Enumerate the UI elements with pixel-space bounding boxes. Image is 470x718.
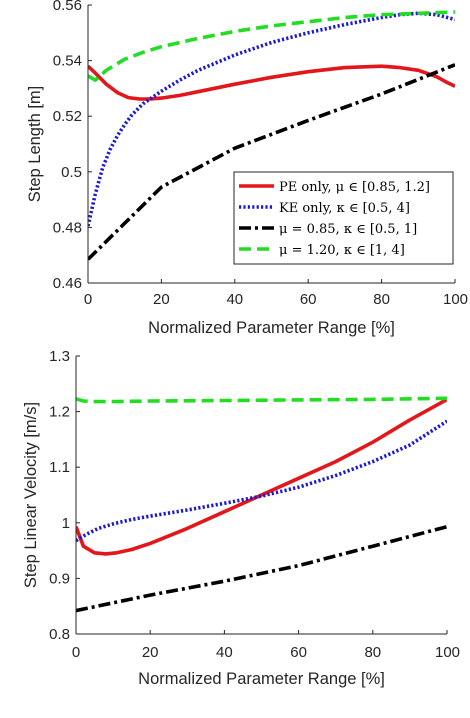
y-tick-label: 0.54	[53, 53, 82, 70]
x-tick-label: 0	[72, 644, 80, 661]
x-tick-label: 80	[364, 644, 381, 661]
y-tick-label: 0.5	[61, 164, 82, 181]
x-tick-label: 0	[84, 291, 92, 308]
y-tick-label: 1.2	[49, 404, 70, 421]
series-group	[76, 396, 447, 613]
y-tick-label: 1.1	[49, 459, 70, 476]
legend: PE only, μ ∈ [0.85, 1.2] KE only, κ ∈ [0.…	[233, 171, 454, 265]
x-tick-label: 60	[300, 291, 317, 308]
x-axis-label: Normalized Parameter Range [%]	[148, 319, 395, 337]
x-tick-label: 40	[216, 644, 233, 661]
legend-label-3: μ = 0.85, κ ∈ [0.5, 1]	[279, 222, 417, 237]
legend-label-2: KE only, κ ∈ [0.5, 4]	[279, 201, 410, 216]
y-tick-label: 0.8	[49, 626, 70, 643]
figure: 0 20 40 60 80 100 0.46 0.48 0.5 0.52 0.54 0.56 Norma…	[22, 0, 468, 688]
series-line-2	[76, 419, 447, 543]
x-tick-label: 100	[443, 291, 468, 308]
x-tick-label: 80	[373, 291, 390, 308]
x-tick-label: 20	[142, 644, 159, 661]
series-line-4	[76, 396, 447, 404]
series-line-3	[88, 63, 455, 261]
y-tick-label: 0.9	[49, 570, 70, 587]
y-tick-label: 0.46	[53, 275, 82, 292]
y-axis-label: Step Linear Velocity [m/s]	[22, 402, 40, 588]
caption-fragment	[0, 700, 470, 718]
y-tick-label: 1	[62, 515, 70, 532]
series-line-1	[76, 397, 447, 556]
series-line-1	[88, 64, 455, 101]
series-group	[88, 10, 455, 261]
series-line-4	[88, 10, 455, 82]
x-axis-label: Normalized Parameter Range [%]	[138, 670, 385, 688]
legend-label-4: μ = 1.20, κ ∈ [1, 4]	[279, 243, 405, 258]
x-tick-label: 40	[226, 291, 243, 308]
legend-label-1: PE only, μ ∈ [0.85, 1.2]	[279, 180, 430, 195]
step-velocity-plot: 0 20 40 60 80 100 0.8 0.9 1 1.1 1.2 1.3 Normalized P…	[22, 348, 460, 688]
step-length-plot: 0 20 40 60 80 100 0.46 0.48 0.5 0.52 0.54 0.56 Norma…	[26, 0, 468, 337]
series-line-3	[76, 524, 447, 613]
y-tick-label: 0.48	[53, 219, 82, 236]
y-tick-label: 0.56	[53, 0, 82, 14]
series-line-2	[88, 11, 455, 227]
x-tick-label: 100	[435, 644, 460, 661]
y-tick-label: 1.3	[49, 348, 70, 365]
x-tick-label: 60	[290, 644, 307, 661]
y-axis-label: Step Length [m]	[26, 86, 44, 203]
y-tick-label: 0.52	[53, 108, 82, 125]
x-tick-label: 20	[153, 291, 170, 308]
